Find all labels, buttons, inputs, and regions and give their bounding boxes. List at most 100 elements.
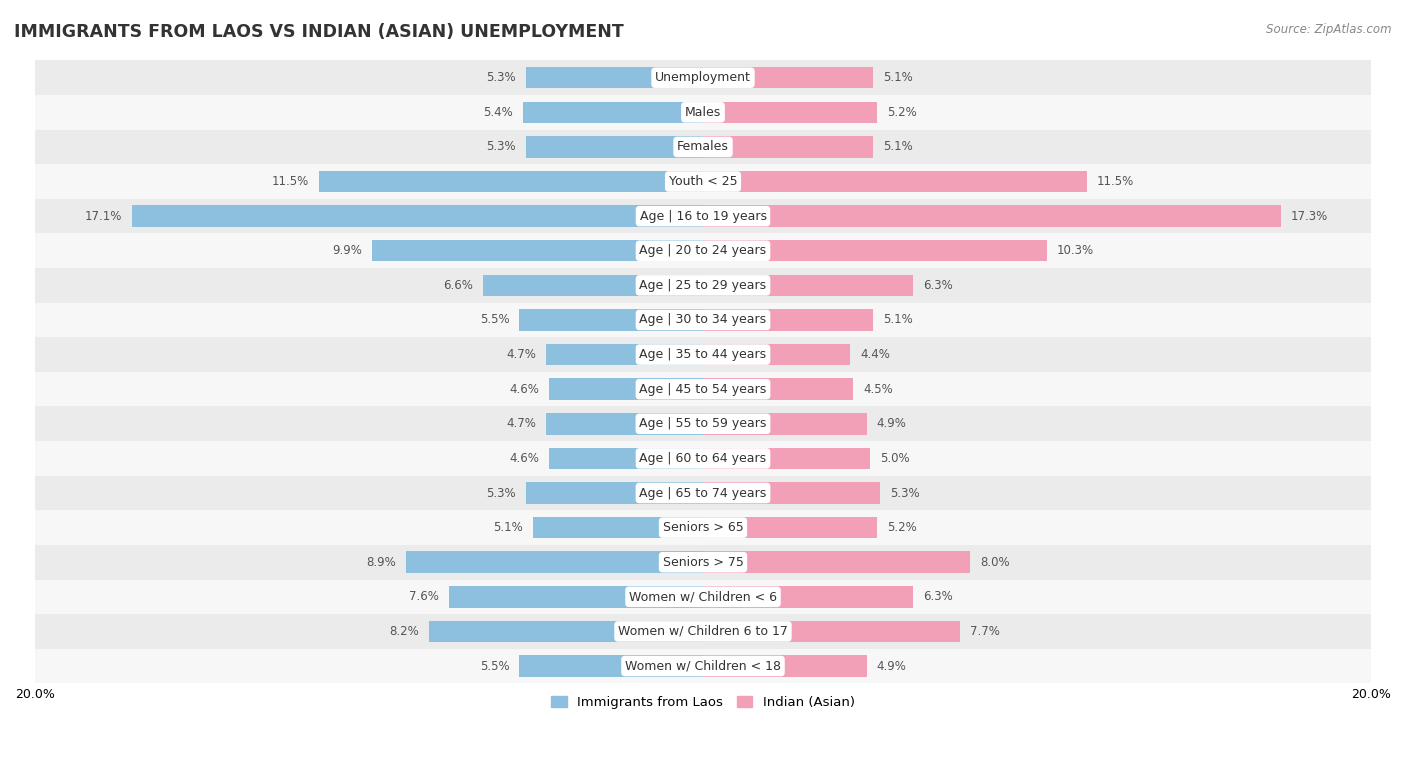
Bar (703, 240, 1047, 261)
Text: Males: Males (685, 106, 721, 119)
Bar (35, 303, 1371, 338)
Bar (703, 517, 877, 538)
Bar (35, 614, 1371, 649)
Text: 4.9%: 4.9% (877, 659, 907, 672)
Text: Age | 60 to 64 years: Age | 60 to 64 years (640, 452, 766, 465)
Text: 5.1%: 5.1% (883, 141, 912, 154)
Bar (449, 586, 703, 608)
Text: 11.5%: 11.5% (271, 175, 309, 188)
Text: 17.1%: 17.1% (84, 210, 122, 223)
Text: Women w/ Children 6 to 17: Women w/ Children 6 to 17 (619, 625, 787, 638)
Bar (35, 510, 1371, 545)
Bar (35, 338, 1371, 372)
Bar (703, 67, 873, 89)
Text: Age | 35 to 44 years: Age | 35 to 44 years (640, 348, 766, 361)
Bar (35, 372, 1371, 407)
Text: 6.6%: 6.6% (443, 279, 472, 292)
Text: 6.3%: 6.3% (924, 279, 953, 292)
Bar (35, 545, 1371, 580)
Bar (35, 441, 1371, 475)
Text: 5.4%: 5.4% (482, 106, 513, 119)
Bar (35, 233, 1371, 268)
Bar (35, 649, 1371, 684)
Bar (703, 171, 1087, 192)
Bar (703, 205, 1281, 227)
Bar (35, 580, 1371, 614)
Text: Age | 25 to 29 years: Age | 25 to 29 years (640, 279, 766, 292)
Bar (429, 621, 703, 642)
Text: Women w/ Children < 18: Women w/ Children < 18 (626, 659, 780, 672)
Text: Age | 45 to 54 years: Age | 45 to 54 years (640, 383, 766, 396)
Text: 5.5%: 5.5% (479, 659, 509, 672)
Bar (703, 552, 970, 573)
Text: 17.3%: 17.3% (1291, 210, 1329, 223)
Bar (703, 621, 960, 642)
Text: 5.2%: 5.2% (887, 521, 917, 534)
Bar (703, 413, 866, 435)
Bar (519, 310, 703, 331)
Bar (35, 61, 1371, 95)
Bar (703, 136, 873, 157)
Text: Unemployment: Unemployment (655, 71, 751, 84)
Bar (406, 552, 703, 573)
Bar (526, 136, 703, 157)
Text: 4.6%: 4.6% (509, 452, 540, 465)
Bar (35, 129, 1371, 164)
Text: 4.5%: 4.5% (863, 383, 893, 396)
Bar (550, 378, 703, 400)
Bar (703, 586, 914, 608)
Text: 5.3%: 5.3% (890, 487, 920, 500)
Bar (703, 344, 851, 366)
Bar (35, 407, 1371, 441)
Bar (533, 517, 703, 538)
Text: Source: ZipAtlas.com: Source: ZipAtlas.com (1267, 23, 1392, 36)
Bar (523, 101, 703, 123)
Bar (703, 447, 870, 469)
Text: 7.6%: 7.6% (409, 590, 439, 603)
Text: 5.2%: 5.2% (887, 106, 917, 119)
Text: Seniors > 75: Seniors > 75 (662, 556, 744, 569)
Text: 5.3%: 5.3% (486, 71, 516, 84)
Bar (35, 268, 1371, 303)
Text: 5.3%: 5.3% (486, 141, 516, 154)
Text: 5.5%: 5.5% (479, 313, 509, 326)
Text: 4.4%: 4.4% (860, 348, 890, 361)
Bar (546, 344, 703, 366)
Text: 4.6%: 4.6% (509, 383, 540, 396)
Bar (703, 310, 873, 331)
Text: 5.1%: 5.1% (494, 521, 523, 534)
Text: Age | 16 to 19 years: Age | 16 to 19 years (640, 210, 766, 223)
Bar (526, 482, 703, 503)
Text: Females: Females (678, 141, 728, 154)
Legend: Immigrants from Laos, Indian (Asian): Immigrants from Laos, Indian (Asian) (546, 690, 860, 714)
Text: 4.7%: 4.7% (506, 417, 536, 430)
Text: 5.1%: 5.1% (883, 313, 912, 326)
Bar (546, 413, 703, 435)
Text: 5.3%: 5.3% (486, 487, 516, 500)
Bar (703, 656, 866, 677)
Bar (519, 656, 703, 677)
Bar (703, 275, 914, 296)
Text: Seniors > 65: Seniors > 65 (662, 521, 744, 534)
Bar (526, 67, 703, 89)
Text: 5.0%: 5.0% (880, 452, 910, 465)
Bar (35, 164, 1371, 199)
Bar (35, 199, 1371, 233)
Text: 6.3%: 6.3% (924, 590, 953, 603)
Text: 5.1%: 5.1% (883, 71, 912, 84)
Bar (35, 475, 1371, 510)
Bar (319, 171, 703, 192)
Text: Age | 30 to 34 years: Age | 30 to 34 years (640, 313, 766, 326)
Bar (35, 95, 1371, 129)
Text: Age | 65 to 74 years: Age | 65 to 74 years (640, 487, 766, 500)
Text: 8.0%: 8.0% (980, 556, 1010, 569)
Text: 8.9%: 8.9% (366, 556, 395, 569)
Bar (550, 447, 703, 469)
Text: 10.3%: 10.3% (1057, 245, 1094, 257)
Bar (703, 101, 877, 123)
Text: 8.2%: 8.2% (389, 625, 419, 638)
Bar (132, 205, 703, 227)
Text: IMMIGRANTS FROM LAOS VS INDIAN (ASIAN) UNEMPLOYMENT: IMMIGRANTS FROM LAOS VS INDIAN (ASIAN) U… (14, 23, 624, 41)
Text: Youth < 25: Youth < 25 (669, 175, 737, 188)
Text: 4.9%: 4.9% (877, 417, 907, 430)
